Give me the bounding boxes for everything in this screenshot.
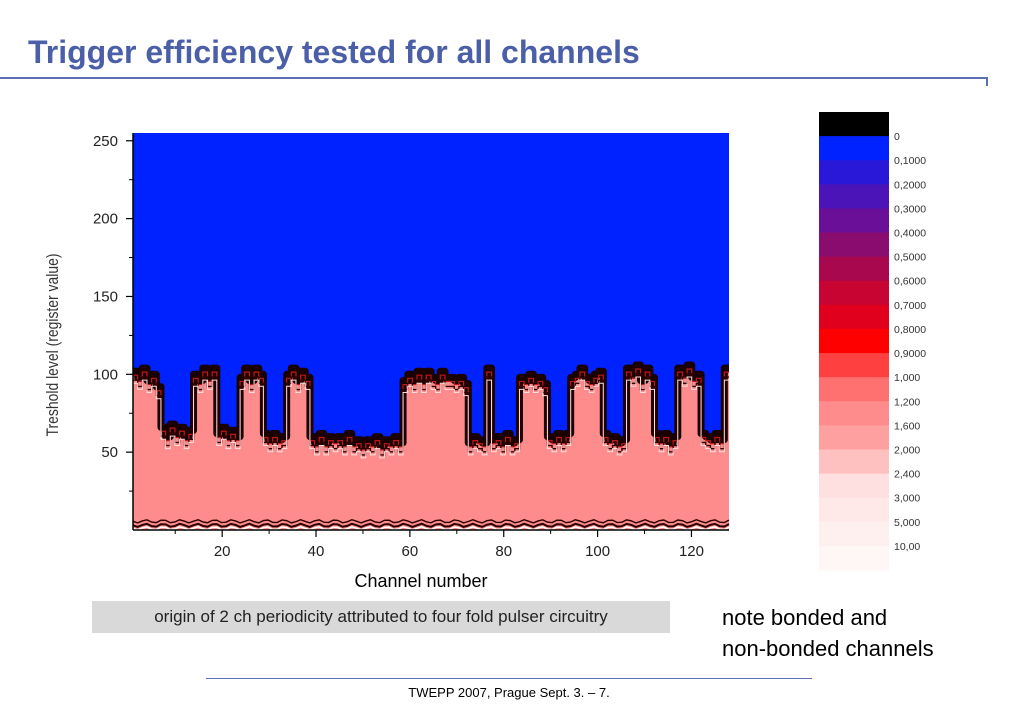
y-tick-label: 200	[93, 211, 118, 228]
colorbar-swatch	[819, 425, 889, 451]
x-axis-label: Channel number	[354, 571, 487, 591]
colorbar-swatch	[819, 377, 889, 402]
colorbar-swatch	[819, 353, 889, 378]
colorbar-label: 1,000	[894, 372, 920, 384]
colorbar-swatch	[819, 304, 889, 330]
colorbar-label: 0,9000	[894, 348, 926, 360]
transition-band	[133, 361, 729, 450]
colorbar-label: 2,400	[894, 469, 920, 481]
x-tick-label: 120	[679, 543, 704, 560]
footer-text: TWEPP 2007, Prague Sept. 3. – 7.	[408, 685, 610, 700]
colorbar-label: 0,3000	[894, 203, 926, 215]
colorbar-swatch	[819, 208, 889, 234]
y-axis-label: Treshold level (register value)	[44, 254, 63, 437]
slide-title: Trigger efficiency tested for all channe…	[28, 34, 640, 70]
colorbar-label: 0	[894, 131, 900, 143]
colorbar-swatch	[819, 160, 889, 185]
colorbar-swatch	[819, 328, 889, 354]
plot-area	[132, 133, 730, 531]
y-tick-label: 150	[93, 288, 118, 305]
colorbar-label: 3,000	[894, 493, 920, 505]
colorbar-swatch	[819, 280, 889, 306]
colorbar: 0 0,1000 0,2000 0,3000 0,4000 0,5000 0,6000 0,7…	[819, 112, 926, 571]
x-tick-label: 20	[214, 543, 231, 560]
note-line-2: non-bonded channels	[722, 636, 934, 661]
x-tick-label: 40	[308, 543, 325, 560]
colorbar-swatch	[819, 473, 889, 499]
threshold-heatmap-chart: 50 100 150 200 250 20 40 60 80 100 120 Treshold le…	[44, 112, 926, 591]
y-tick-label: 100	[93, 366, 118, 383]
x-tick-label: 60	[402, 543, 419, 560]
colorbar-swatch	[819, 232, 889, 258]
colorbar-label: 0,4000	[894, 228, 926, 240]
x-tick-label: 80	[495, 543, 512, 560]
colorbar-label: 1,600	[894, 420, 920, 432]
colorbar-swatch	[819, 136, 889, 161]
colorbar-swatch	[819, 112, 889, 137]
colorbar-label: 0,6000	[894, 276, 926, 288]
noise-contour-dark	[132, 522, 730, 529]
colorbar-label: 1,200	[894, 396, 920, 408]
x-tick-label: 100	[585, 543, 610, 560]
contour-line-light	[133, 376, 729, 459]
noise-contour-upper	[132, 518, 730, 524]
footer-divider	[206, 678, 812, 679]
axes: 50 100 150 200 250 20 40 60 80 100 120	[93, 133, 729, 560]
colorbar-label: 0,5000	[894, 252, 926, 264]
caption-box: origin of 2 ch periodicity attributed to…	[92, 601, 670, 633]
colorbar-swatch	[819, 401, 889, 426]
colorbar-label: 5,000	[894, 517, 920, 529]
note-line-1: note bonded and	[722, 605, 888, 630]
below-threshold-region	[133, 364, 729, 530]
colorbar-label: 10,00	[894, 541, 920, 553]
colorbar-label: 0,7000	[894, 300, 926, 312]
colorbar-label: 2,000	[894, 444, 920, 456]
contour-line-inner	[133, 368, 729, 451]
title-divider	[0, 77, 988, 79]
note-text: note bonded and non-bonded channels	[722, 602, 1012, 664]
colorbar-swatch	[819, 521, 889, 547]
colorbar-swatch	[819, 184, 889, 210]
title-divider-tick	[986, 77, 988, 86]
colorbar-swatch	[819, 449, 889, 475]
colorbar-swatch	[819, 256, 889, 282]
contour-line-lower	[133, 373, 729, 456]
colorbar-label: 0,8000	[894, 324, 926, 336]
y-tick-label: 250	[93, 133, 118, 150]
y-tick-label: 50	[101, 444, 118, 461]
colorbar-swatch	[819, 545, 889, 571]
colorbar-swatch	[819, 497, 889, 523]
colorbar-label: 0,2000	[894, 179, 926, 191]
colorbar-label: 0,1000	[894, 155, 926, 167]
